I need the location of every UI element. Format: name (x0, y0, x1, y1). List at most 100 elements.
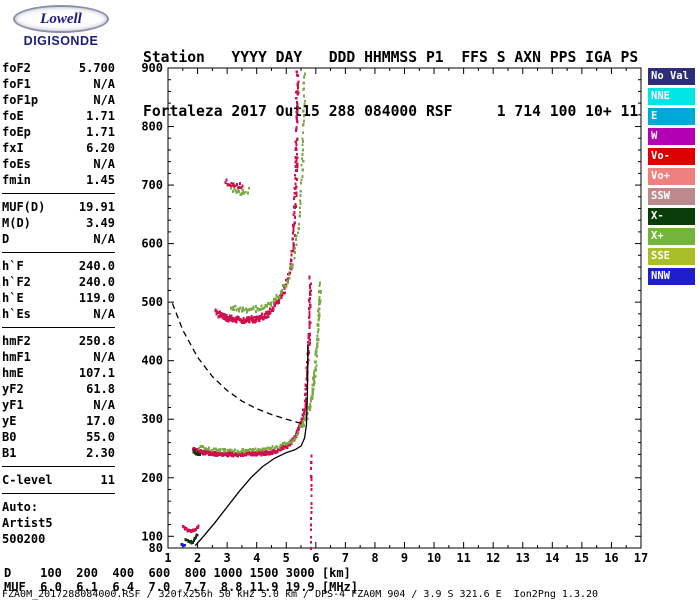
param-value: N/A (93, 350, 115, 364)
svg-text:7: 7 (342, 551, 349, 565)
trace-e-trace (182, 524, 200, 533)
param-row-clevel: C-level 11 (2, 472, 115, 488)
logo-lowell-text: Lowell (40, 10, 82, 27)
param-label: h`Es (2, 307, 31, 321)
param-value: N/A (93, 77, 115, 91)
svg-text:14: 14 (545, 551, 559, 565)
trace-f-o-2nd-hop-rise (268, 70, 300, 314)
svg-text:16: 16 (604, 551, 618, 565)
trace-f-x-1st-hop-rise (299, 281, 322, 429)
svg-text:3: 3 (224, 551, 231, 565)
legend-item-ssw: SSW (648, 188, 695, 205)
svg-text:13: 13 (516, 551, 530, 565)
param-value: 1.71 (86, 109, 115, 123)
param-footer-500200: 500200 (2, 532, 46, 546)
param-label: foF1 (2, 77, 31, 91)
param-row-he: h`E 119.0 (2, 290, 115, 306)
svg-text:100: 100 (141, 529, 163, 543)
param-value: 240.0 (78, 275, 115, 289)
param-label: h`F (2, 259, 24, 273)
trace-e-trace-oblique (180, 542, 186, 547)
svg-text:700: 700 (141, 178, 163, 192)
trace-f-x-2nd-hop (229, 72, 306, 314)
muf-distance-table: D 100 200 400 600 800 1000 1500 3000 [km… (4, 566, 359, 594)
header-values: Fortaleza 2017 Out15 288 084000 RSF 1 71… (143, 103, 639, 120)
legend-item-e: E (648, 108, 695, 125)
profile-topside-extrapolation (171, 303, 303, 425)
param-row-yf2: yF2 61.8 (2, 381, 115, 397)
param-value: N/A (93, 398, 115, 412)
trace-interference-line (309, 454, 313, 550)
svg-text:12: 12 (486, 551, 500, 565)
trace-f-x-3rd-hop (230, 186, 251, 196)
param-label: fmin (2, 173, 31, 187)
separator (2, 193, 115, 194)
svg-text:80: 80 (149, 541, 163, 555)
param-row-fof2: foF2 5.700 (2, 60, 115, 76)
param-value: 119.0 (78, 291, 115, 305)
separator (2, 493, 115, 494)
param-footer-auto: Auto: (2, 500, 39, 514)
echo-direction-legend: No Val NNE E W Vo- Vo+ SSW X- X+ SSE NNW (648, 68, 695, 288)
param-value: 2.30 (86, 446, 115, 460)
param-label: foEp (2, 125, 31, 139)
param-row-fxi: fxI 6.20 (2, 140, 115, 156)
param-label: B1 (2, 446, 17, 460)
axes (167, 67, 642, 549)
legend-item-voplus: Vo+ (648, 168, 695, 185)
legend-item-w: W (648, 128, 695, 145)
svg-text:900: 900 (141, 61, 163, 75)
legend-item-xminus: X- (648, 208, 695, 225)
legend-item-nnw: NNW (648, 268, 695, 285)
param-row-ye: yE 17.0 (2, 413, 115, 429)
param-value: 1.71 (86, 125, 115, 139)
param-row-hmf2: hmF2 250.8 (2, 333, 115, 349)
param-value: N/A (93, 157, 115, 171)
param-value: 1.45 (86, 173, 115, 187)
param-row-hmf1: hmF1 N/A (2, 349, 115, 365)
param-row-foes: foEs N/A (2, 156, 115, 172)
trace-f-o-3rd-hop (224, 178, 244, 190)
param-value: N/A (93, 232, 115, 246)
param-row-b0: B0 55.0 (2, 429, 115, 445)
param-footer-artist5: Artist5 (2, 516, 53, 530)
trace-f-x-1st-hop-flat (198, 430, 300, 454)
param-row-fof1p: foF1p N/A (2, 92, 115, 108)
trace-f-leading-edge-dark (192, 448, 201, 456)
logo-digisonde-text: DIGISONDE (23, 34, 99, 48)
svg-text:17: 17 (634, 551, 648, 565)
param-row-mufd: MUF(D) 19.91 (2, 199, 115, 215)
param-label: hmF2 (2, 334, 31, 348)
legend-item-nne: NNE (648, 88, 695, 105)
param-label: MUF(D) (2, 200, 46, 214)
tick-labels: 1 2 3 4 5 6 7 8 9 10 11 12 13 14 15 16 17801002003004005… (141, 61, 648, 565)
param-row-d: D N/A (2, 231, 115, 247)
param-row-hf: h`F 240.0 (2, 258, 115, 274)
param-label: foF2 (2, 61, 31, 75)
param-value: 250.8 (78, 334, 115, 348)
svg-text:300: 300 (141, 412, 163, 426)
param-value: 107.1 (78, 366, 115, 380)
svg-text:200: 200 (141, 471, 163, 485)
legend-item-sse: SSE (648, 248, 695, 265)
svg-text:6: 6 (312, 551, 319, 565)
svg-text:8: 8 (371, 551, 378, 565)
svg-text:2: 2 (194, 551, 201, 565)
file-info-line: FZA0M_2017288084000.RSF / 320fx256h 50 k… (2, 589, 599, 600)
param-row-yf1: yF1 N/A (2, 397, 115, 413)
param-label: D (2, 232, 10, 246)
svg-text:800: 800 (141, 120, 163, 134)
param-value: 17.0 (86, 414, 115, 428)
parameter-panel: foF2 5.700 foF1 N/A foF1p N/A foE 1.71 foEp 1.71 f… (2, 60, 115, 547)
param-row-hme: hmE 107.1 (2, 365, 115, 381)
profile-true-height-profile (194, 344, 309, 547)
svg-text:10: 10 (427, 551, 441, 565)
param-label: foF1p (2, 93, 39, 107)
header-column-titles: Station YYYY DAY DDD HHMMSS P1 FFS S AXN… (143, 49, 639, 66)
param-row-foep: foEp 1.71 (2, 124, 115, 140)
legend-item-xplus: X+ (648, 228, 695, 245)
svg-text:4: 4 (253, 551, 260, 565)
param-label: foE (2, 109, 24, 123)
param-label: h`E (2, 291, 24, 305)
